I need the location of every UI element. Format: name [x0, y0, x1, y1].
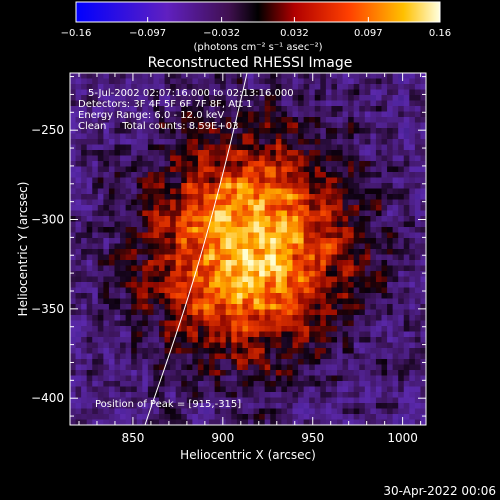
y-axis-tick-labels: −400 −350 −300 −250 [31, 123, 64, 405]
colorbar-tick-label: 0.032 [280, 28, 309, 39]
colorbar-units: (photons cm⁻² s⁻¹ asec⁻²) [193, 42, 322, 53]
solar-limb-line [144, 73, 248, 425]
x-tick-label: 950 [301, 431, 324, 445]
x-axis-tick-labels: 850 900 950 1000 [121, 431, 417, 445]
colorbar-tick-label: −0.097 [129, 28, 166, 39]
y-axis-ticks [70, 76, 426, 417]
plot-frame [69, 72, 427, 426]
clean-total-counts-annotation: Clean Total counts: 8.59E+03 [78, 121, 238, 132]
colorbar-tick-label: −0.16 [61, 28, 92, 39]
colorbar-tick-labels: −0.16 −0.097 −0.032 0.032 0.097 0.16 [61, 28, 451, 39]
x-tick-label: 1000 [387, 431, 418, 445]
plot-area: 850 900 950 1000 −400 −350 −300 −250 5-Jul-200… [31, 72, 427, 445]
x-tick-label: 850 [121, 431, 144, 445]
colorbar-ticks [75, 17, 441, 22]
colorbar-tick-label: −0.032 [203, 28, 240, 39]
colorbar: −0.16 −0.097 −0.032 0.032 0.097 0.16 (photons… [61, 1, 451, 53]
x-axis-ticks [78, 73, 422, 425]
y-axis-label: Heliocentric Y (arcsec) [16, 182, 30, 317]
y-tick-label: −250 [31, 123, 64, 137]
y-tick-label: −400 [31, 391, 64, 405]
y-tick-label: −300 [31, 213, 64, 227]
x-tick-label: 900 [211, 431, 234, 445]
chart-title: Reconstructed RHESSI Image [148, 55, 353, 71]
colorbar-tick-label: 0.097 [354, 28, 383, 39]
energy-range-annotation: Energy Range: 6.0 - 12.0 keV [78, 110, 224, 121]
colorbar-gradient [75, 1, 441, 23]
peak-position-annotation: Position of Peak = [915,-315] [95, 399, 241, 410]
x-axis-label: Heliocentric X (arcsec) [180, 448, 316, 462]
footer-timestamp: 30-Apr-2022 00:06 [383, 484, 496, 498]
colorbar-tick-label: 0.16 [429, 28, 451, 39]
heatmap-image [70, 73, 426, 425]
detectors-annotation: Detectors: 3F 4F 5F 6F 7F 8F, Att 1 [78, 99, 252, 110]
y-tick-label: −350 [31, 302, 64, 316]
time-range-annotation: 5-Jul-2002 02:07:16.000 to 02:13:16.000 [88, 88, 294, 99]
